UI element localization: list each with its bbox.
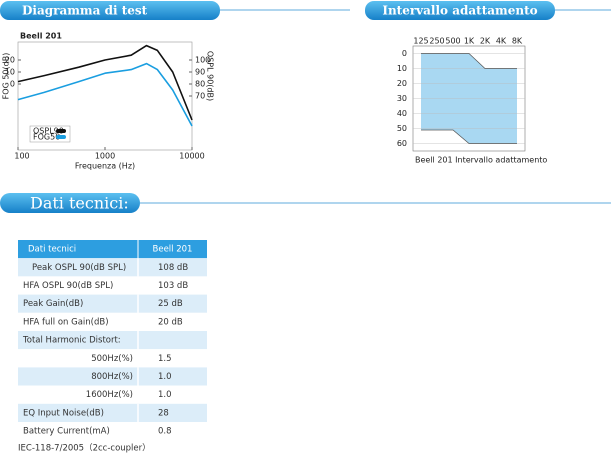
row-label: 800Hz(%) xyxy=(91,372,133,382)
y-tick-label: 10 xyxy=(5,68,15,77)
y-axis-label: FOG 50(dB) xyxy=(2,53,11,100)
table-row-bg xyxy=(18,258,207,277)
row-value: 25 dB xyxy=(158,299,183,309)
section-bar xyxy=(0,193,140,213)
lower-bound xyxy=(421,129,517,144)
row-label: 1600Hz(%) xyxy=(86,390,133,400)
y-tick-label: 0 xyxy=(10,80,15,89)
x-tick-label: 10000 xyxy=(179,152,204,161)
row-label: HFA full on Gain(dB) xyxy=(23,317,109,327)
y-tick-label: 30 xyxy=(397,94,407,103)
x-tick-label: 2K xyxy=(480,37,491,46)
table-row-bg xyxy=(18,331,207,350)
section-title: Diagramma di test xyxy=(22,4,148,18)
y2-tick-label: 80 xyxy=(195,80,205,89)
x-tick-label: 1K xyxy=(464,37,475,46)
table-row-bg xyxy=(18,403,207,422)
y2-tick-label: 70 xyxy=(195,92,205,101)
row-value: 1.0 xyxy=(158,390,172,400)
x-tick-label: 500 xyxy=(445,37,460,46)
row-value: 108 dB xyxy=(158,263,188,273)
chart-title: Beell 201 xyxy=(20,32,62,41)
table-row-bg xyxy=(18,312,207,331)
row-value: 20 dB xyxy=(158,317,183,327)
row-label: HFA OSPL 90(dB SPL) xyxy=(23,281,113,291)
table-footnote: IEC-118-7/2005（2cc-coupler） xyxy=(18,443,151,453)
legend-label: OSPL90 xyxy=(33,127,64,136)
x-tick-label: 8K xyxy=(512,37,523,46)
y-tick-label: 0 xyxy=(402,49,407,58)
y2-tick-label: 90 xyxy=(195,68,205,77)
x-tick-label: 250 xyxy=(429,37,444,46)
y-tick-label: 20 xyxy=(397,79,407,88)
upper-bound xyxy=(421,53,517,69)
row-value: 0.8 xyxy=(158,427,172,437)
x-tick-label: 100 xyxy=(14,152,29,161)
x-tick-label: 125 xyxy=(413,37,428,46)
row-label: Total Harmonic Distort: xyxy=(22,336,121,346)
table-row-bg xyxy=(18,349,207,368)
table-row-bg xyxy=(18,294,207,313)
y-tick-label: 20 xyxy=(5,56,15,65)
row-value: 1.0 xyxy=(158,372,172,382)
section-bar xyxy=(0,1,220,20)
y-tick-label: 10 xyxy=(397,64,407,73)
series-line xyxy=(17,62,193,127)
section-title: Dati tecnici: xyxy=(30,194,129,213)
table-row-bg xyxy=(18,422,207,441)
section-bar xyxy=(365,1,555,20)
x-axis-label: Frequenza (Hz) xyxy=(75,162,135,171)
y2-tick-label: 100 xyxy=(195,56,210,65)
row-value: 28 xyxy=(158,408,169,418)
table-header: Beell 201 xyxy=(153,245,193,255)
legend-label: FOG50 xyxy=(33,133,60,142)
table-row-bg xyxy=(18,276,207,295)
row-value: 1.5 xyxy=(158,354,172,364)
x-tick-label: 4K xyxy=(496,37,507,46)
section-title: Intervallo adattamento xyxy=(382,4,537,18)
table-row-bg xyxy=(18,367,207,386)
row-label: Peak OSPL 90(dB SPL) xyxy=(32,263,126,273)
table-header-bg xyxy=(18,240,207,259)
chart-caption: Beell 201 Intervallo adattamento xyxy=(415,156,547,165)
table-row-bg xyxy=(18,385,207,404)
row-label: EQ Input Noise(dB) xyxy=(23,408,104,418)
row-label: Peak Gain(dB) xyxy=(23,299,83,309)
y-tick-label: 40 xyxy=(397,109,407,118)
row-value: 103 dB xyxy=(158,281,188,291)
y-tick-label: 60 xyxy=(397,139,407,148)
y2-axis-label: OSPL 90(dB) xyxy=(206,51,215,101)
row-label: Battery Current(mA) xyxy=(23,427,110,437)
legend-swatch xyxy=(56,129,66,133)
table-header: Dati tecnici xyxy=(28,245,76,255)
row-label: 500Hz(%) xyxy=(91,354,133,364)
x-tick-label: 1000 xyxy=(95,152,115,161)
legend-swatch xyxy=(56,135,66,139)
y-tick-label: 50 xyxy=(397,124,407,133)
series-line xyxy=(17,44,193,121)
